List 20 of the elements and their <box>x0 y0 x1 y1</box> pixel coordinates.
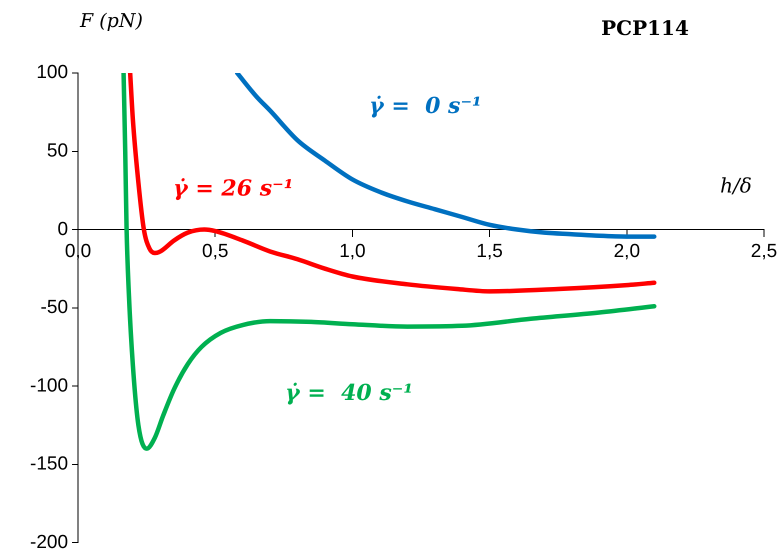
y-tick-label: 50 <box>46 140 68 162</box>
y-tick-label: -50 <box>40 297 68 318</box>
x-tick-label: 1,0 <box>339 241 366 262</box>
x-tick-label: 0,5 <box>202 241 228 262</box>
y-tick-label: -150 <box>30 454 68 475</box>
chart-title: PCP114 <box>601 16 689 40</box>
x-tick-label: 1,5 <box>476 241 503 262</box>
y-tick-label: 0 <box>57 218 68 240</box>
y-tick-label: -100 <box>30 375 68 396</box>
x-tick-label: 2,5 <box>750 241 778 262</box>
x-tick-label: 2,0 <box>614 241 640 262</box>
y-tick-label: 100 <box>36 62 68 84</box>
text: γ̇ = 0 s⁻¹ <box>369 93 482 120</box>
line-series <box>128 73 656 294</box>
line-series <box>121 73 656 451</box>
x-axis-title: h/δ <box>720 174 752 198</box>
y-tick-label: -200 <box>30 532 68 553</box>
y-axis-title: F (pN) <box>79 10 143 32</box>
text: γ̇ = 40 s⁻¹ <box>285 380 414 406</box>
series-label: γ̇ = 26 s⁻¹ <box>173 175 294 202</box>
